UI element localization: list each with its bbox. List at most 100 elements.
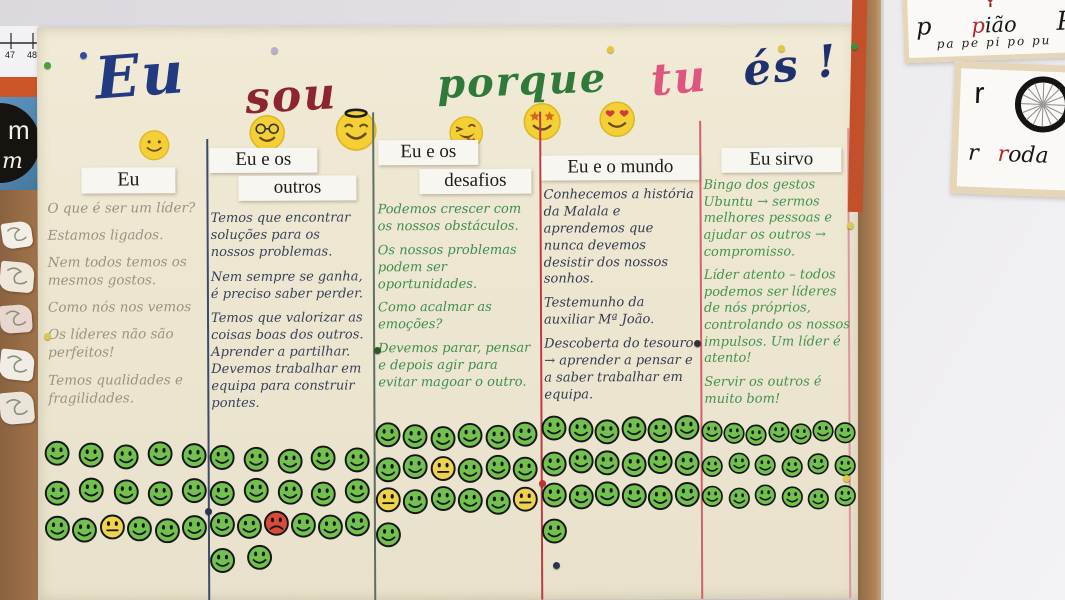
smiley-sticker-happy (781, 485, 804, 508)
column-text-eu-sirvo: Bingo dos gestos Ubuntu → sermos melhore… (703, 177, 854, 415)
smiley-sticker-happy (701, 455, 724, 478)
smiley-sticker-happy (375, 456, 402, 483)
smiley-sticker-happy (789, 422, 812, 445)
letter-card-m: m m (0, 97, 38, 191)
smiley-sticker-happy (541, 481, 568, 508)
smiley-sticker-happy (567, 447, 594, 474)
title-word: és ! (740, 35, 841, 97)
sticker-row (700, 419, 856, 447)
pushpin (44, 333, 51, 340)
column-text-eu: O que é ser um líder? Estamos ligados. Nem… (48, 199, 201, 416)
smiley-sticker-happy (112, 443, 139, 470)
pushpin (607, 46, 614, 53)
smiley-sticker-happy (242, 477, 269, 504)
sticker-row (209, 477, 371, 507)
smiley-sticker-happy (647, 448, 674, 475)
column-label-eu-e-os-outros: outros (238, 175, 357, 201)
smiley-sticker-happy (71, 517, 98, 544)
handwritten-paragraph: Bingo dos gestos Ubuntu → sermos melhore… (703, 177, 833, 260)
letter-r-print: r (973, 76, 985, 111)
starstruck-emoji (521, 101, 563, 143)
smiley-sticker-happy (567, 416, 594, 443)
smiley-sticker-neutral (512, 486, 539, 513)
sticker-row (44, 477, 208, 507)
paper-scrap (0, 260, 36, 294)
smiley-sticker-happy (701, 485, 724, 508)
handwritten-paragraph: Como nós nos vemos (47, 299, 192, 317)
sticker-row (375, 485, 539, 516)
column-text-eu-e-os-outros: Temos que encontrar soluções para os nos… (211, 210, 368, 420)
column-label-eu-e-os-outros: Eu e os (209, 147, 318, 174)
letter-m-print: m (8, 115, 30, 145)
column-divider (699, 120, 703, 599)
smiley-sticker-happy (512, 456, 539, 483)
smiley-sticker-happy (112, 478, 139, 505)
sticker-row (375, 454, 539, 483)
smiley-sticker-sad (263, 510, 290, 537)
handwritten-paragraph: Os nossos problemas podem ser oportunida… (377, 242, 517, 292)
pushpin (271, 47, 278, 54)
letter-p-cursive-upper: P (1056, 6, 1065, 37)
sticker-row (541, 481, 701, 511)
number-line-ticks (0, 33, 38, 49)
sticker-row (374, 421, 538, 451)
letter-r-row: r roda (968, 141, 1050, 169)
letter-p-cursive-lower: p (915, 12, 932, 41)
sticker-row (540, 414, 700, 445)
handwritten-paragraph: Nem sempre se ganha, é preciso saber per… (210, 269, 364, 302)
smiley-sticker-happy (484, 489, 511, 516)
column-label-eu: Eu (81, 167, 176, 194)
smiley-sticker-happy (807, 487, 830, 510)
column-label-eu-e-os-desafios: desafios (419, 168, 532, 195)
pushpin (205, 508, 212, 515)
smiley-sticker-happy (723, 422, 746, 445)
smiley-sticker-happy (745, 424, 768, 447)
number-line-strip: 47 48 (0, 26, 38, 78)
pushpin (80, 52, 87, 59)
ubuntu-poster: Eu sou porque tu és ! Eu O que é ser um líder?… (36, 24, 864, 600)
smiley-sticker-happy (246, 544, 273, 571)
sticker-row (209, 445, 371, 474)
handwritten-paragraph: Nem todos temos os mesmos gostos. (47, 254, 187, 289)
smiley-sticker-happy (647, 484, 674, 511)
sticker-row (44, 440, 208, 470)
pushpin (843, 475, 850, 482)
title-word: tu (648, 50, 710, 107)
orange-trim (0, 77, 38, 97)
handwritten-paragraph: Estamos ligados. (47, 227, 164, 244)
smiley-sticker-happy (811, 419, 834, 442)
handwritten-paragraph: Temos qualidades e fragilidades. (48, 371, 183, 407)
smiley-sticker-happy (727, 452, 750, 475)
smiley-sticker-happy (484, 424, 511, 451)
number-line-label: 48 (27, 50, 38, 60)
smiley-sticker-happy (540, 414, 567, 441)
smiley-sticker-happy (767, 421, 790, 444)
handwritten-paragraph: Servir os outros é muito bom! (704, 374, 822, 407)
sticker-row (541, 515, 568, 544)
smiley-sticker-happy (647, 417, 674, 444)
heart-eyes-emoji (597, 99, 637, 139)
cork-board-left (0, 190, 38, 600)
smiley-sticker-happy (594, 449, 621, 476)
pushpin (694, 340, 701, 347)
smiley-sticker-happy (620, 415, 647, 442)
smiley-sticker-happy (834, 454, 857, 477)
pushpin (374, 347, 381, 354)
smiley-sticker-happy (402, 423, 429, 450)
sticker-row (541, 447, 701, 478)
smiley-sticker-neutral (375, 486, 402, 513)
smiley-sticker-happy (209, 511, 236, 538)
smiley-sticker-happy (621, 482, 648, 509)
handwritten-paragraph: Líder atento – todos podemos ser líderes… (703, 267, 851, 367)
paper-scrap (0, 220, 34, 250)
smiley-sticker-happy (430, 485, 457, 512)
smiley-sticker-happy (236, 513, 263, 540)
smiley-sticker-happy (834, 484, 857, 507)
pushpin (539, 480, 546, 487)
smiley-sticker-happy (78, 477, 105, 504)
column-label-eu-e-os-desafios: Eu e os (378, 139, 479, 166)
pushpin (44, 62, 51, 69)
paper-scrap (0, 303, 33, 335)
smiley-sticker-happy (673, 414, 700, 441)
